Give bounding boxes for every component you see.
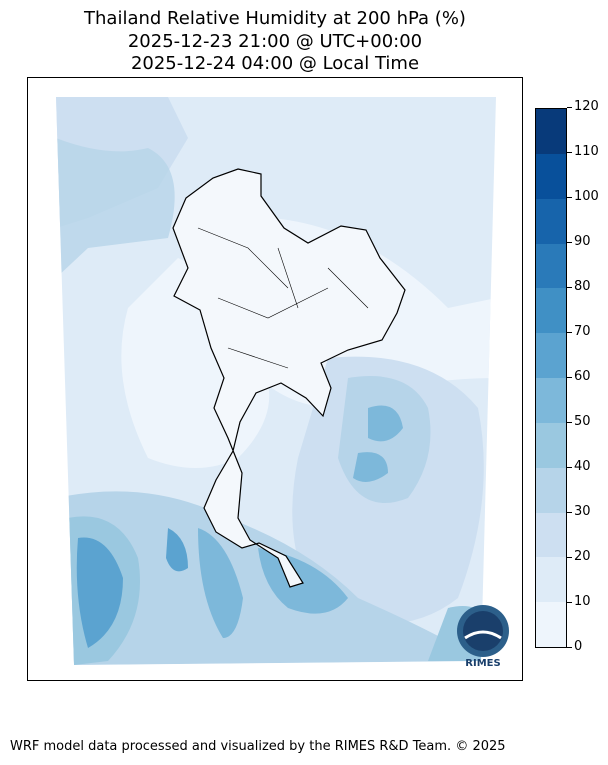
colorbar-tick-label: 50 <box>574 414 591 429</box>
colorbar-segment <box>536 512 566 558</box>
colorbar-segment <box>536 198 566 244</box>
colorbar-tick-label: 90 <box>574 234 591 249</box>
province-boundaries <box>197 227 369 369</box>
colorbar-segment <box>536 287 566 334</box>
colorbar-segment <box>536 422 566 468</box>
colorbar-tick-label: 70 <box>574 324 591 339</box>
colorbar-tick <box>567 602 572 603</box>
colorbar-tick <box>567 422 572 423</box>
title-line-3: 2025-12-24 04:00 @ Local Time <box>130 53 420 74</box>
colorbar-tick-label: 110 <box>574 144 599 159</box>
colorbar-tick-label: 80 <box>574 279 591 294</box>
colorbar-segment <box>536 601 566 647</box>
colorbar-tick <box>567 242 572 243</box>
colorbar-tick <box>567 557 572 558</box>
colorbar <box>535 108 567 648</box>
colorbar-tick <box>567 467 572 468</box>
colorbar-tick-label: 40 <box>574 459 591 474</box>
footer-credit: WRF model data processed and visualized … <box>10 739 506 754</box>
colorbar-segment <box>536 467 566 513</box>
colorbar-segment <box>536 556 566 603</box>
logo-text: RIMES <box>465 658 500 669</box>
colorbar-tick <box>567 377 572 378</box>
colorbar-segment <box>536 153 566 199</box>
colorbar-tick <box>567 152 572 153</box>
colorbar-tick-label: 60 <box>574 369 591 384</box>
colorbar-tick-label: 100 <box>574 189 599 204</box>
colorbar-tick <box>567 332 572 333</box>
colorbar-segment <box>536 332 566 378</box>
colorbar-tick-label: 120 <box>574 99 599 114</box>
title-line-2: 2025-12-23 21:00 @ UTC+00:00 <box>127 31 423 52</box>
colorbar-tick <box>567 647 572 648</box>
thailand-boundary <box>172 168 406 588</box>
colorbar-tick-label: 30 <box>574 504 591 519</box>
colorbar-tick <box>567 197 572 198</box>
colorbar-tick <box>567 107 572 108</box>
colorbar-segment <box>536 108 566 154</box>
colorbar-tick <box>567 287 572 288</box>
title-line-1: Thailand Relative Humidity at 200 hPa (%… <box>84 8 466 29</box>
colorbar-tick <box>567 512 572 513</box>
humidity-contours <box>56 97 496 665</box>
map-frame: RIMES <box>27 77 523 681</box>
rimes-logo: RIMES <box>457 605 509 669</box>
humidity-map: RIMES <box>56 97 509 669</box>
colorbar-segment <box>536 243 566 289</box>
colorbar-tick-label: 20 <box>574 549 591 564</box>
colorbar-tick-label: 10 <box>574 594 591 609</box>
colorbar-tick-label: 0 <box>574 639 583 654</box>
colorbar-segment <box>536 377 566 423</box>
